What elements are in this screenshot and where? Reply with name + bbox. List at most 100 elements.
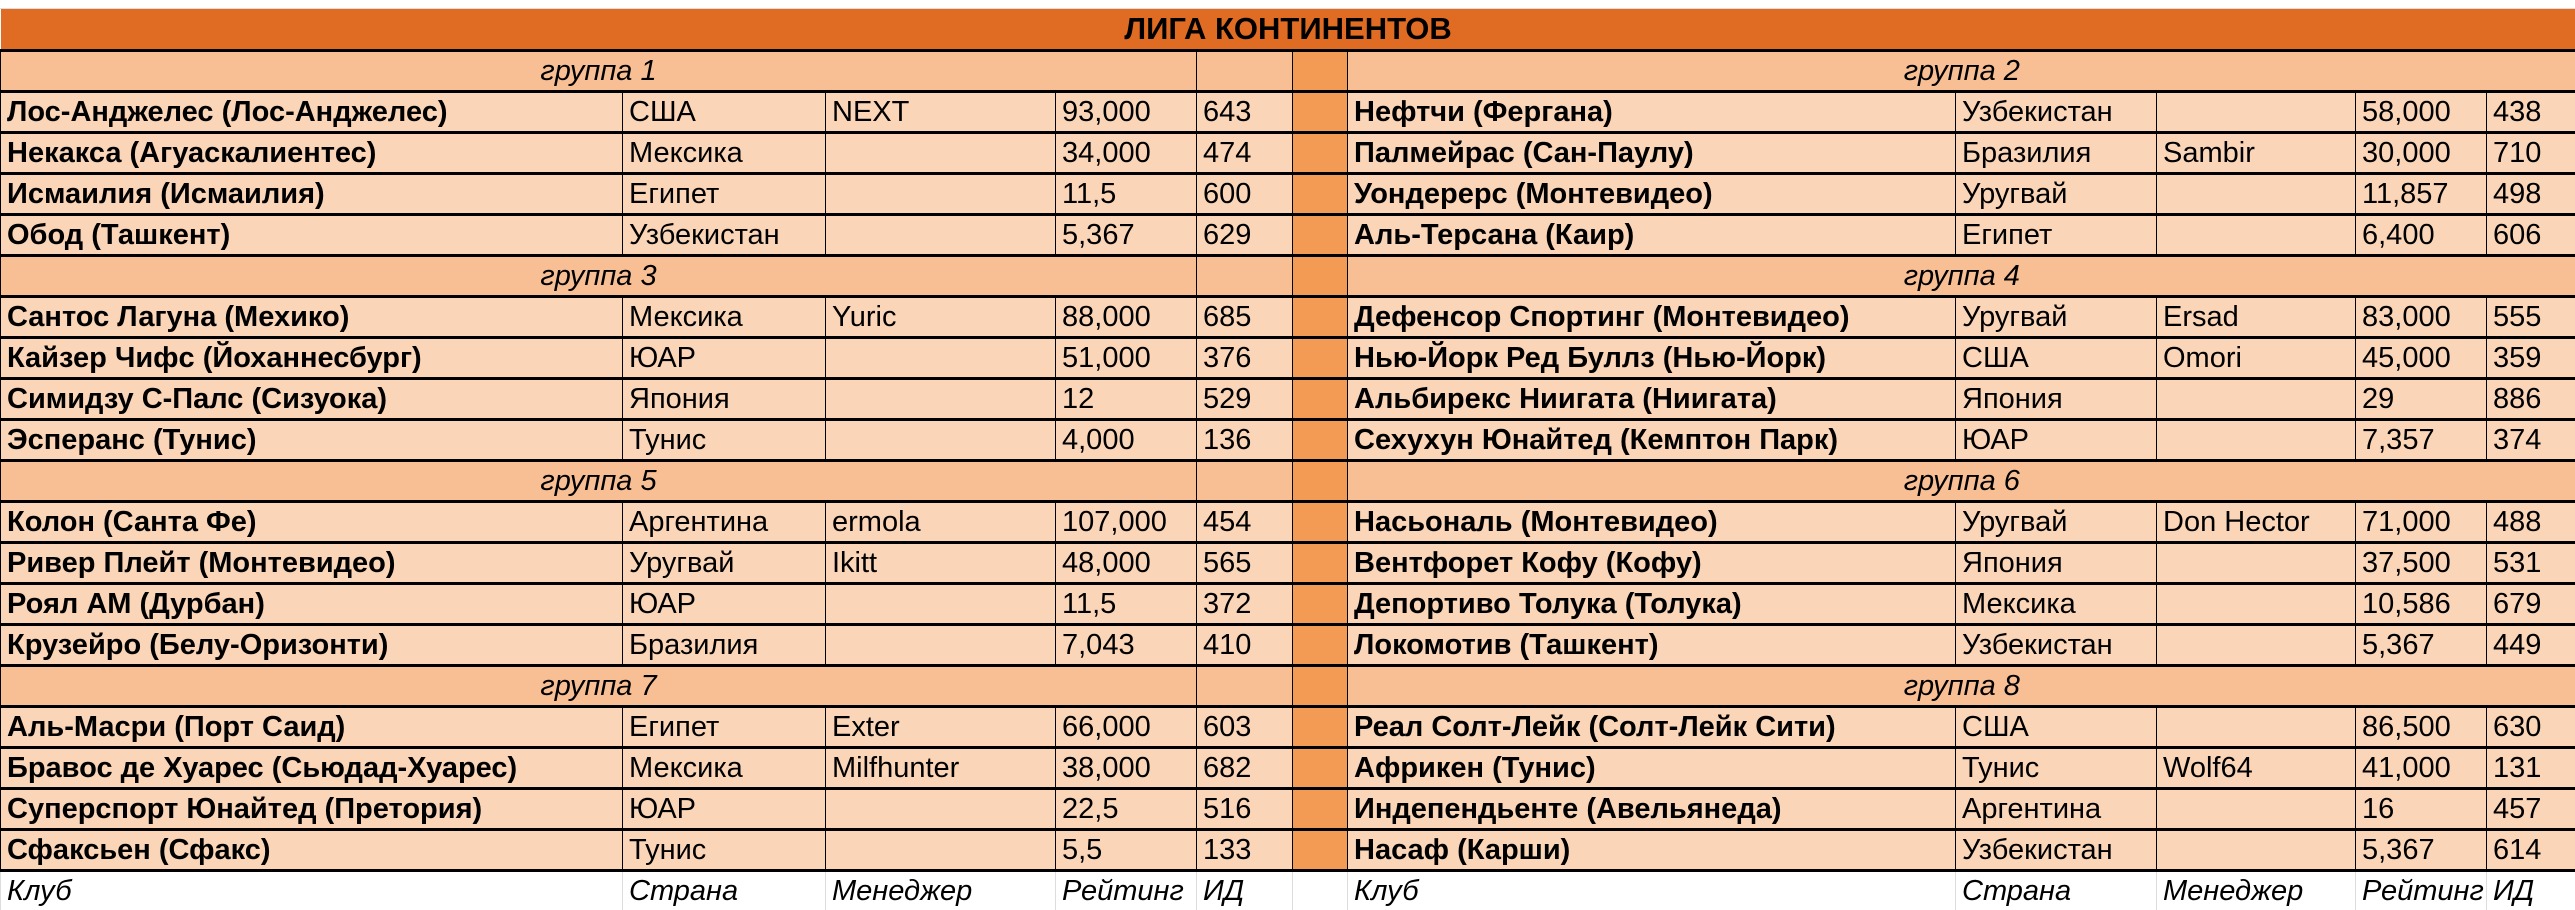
team-country-cell[interactable]: Япония bbox=[1956, 379, 2157, 420]
team-country-cell[interactable]: ЮАР bbox=[623, 584, 826, 625]
team-country-cell[interactable]: Япония bbox=[1956, 543, 2157, 584]
team-country-cell[interactable]: Египет bbox=[1956, 215, 2157, 256]
footer-id-label[interactable]: ИД bbox=[2487, 871, 2575, 910]
spacer-cell[interactable] bbox=[1293, 830, 1348, 871]
team-manager-cell[interactable] bbox=[826, 338, 1056, 379]
team-id-cell[interactable]: 614 bbox=[2487, 830, 2575, 871]
footer-country-label[interactable]: Страна bbox=[1956, 871, 2157, 910]
team-rating-cell[interactable]: 58,000 bbox=[2356, 92, 2487, 133]
team-id-cell[interactable]: 529 bbox=[1197, 379, 1293, 420]
team-id-cell[interactable]: 457 bbox=[2487, 789, 2575, 830]
team-rating-cell[interactable]: 5,5 bbox=[1056, 830, 1197, 871]
team-country-cell[interactable]: Египет bbox=[623, 707, 826, 748]
team-club-cell[interactable]: Крузейро (Белу-Оризонти) bbox=[1, 625, 623, 666]
team-manager-cell[interactable] bbox=[2157, 215, 2356, 256]
team-club-cell[interactable]: Палмейрас (Сан-Паулу) bbox=[1348, 133, 1956, 174]
team-club-cell[interactable]: Реал Солт-Лейк (Солт-Лейк Сити) bbox=[1348, 707, 1956, 748]
spacer-cell[interactable] bbox=[1293, 461, 1348, 502]
team-manager-cell[interactable] bbox=[826, 133, 1056, 174]
team-rating-cell[interactable]: 83,000 bbox=[2356, 297, 2487, 338]
team-id-cell[interactable]: 359 bbox=[2487, 338, 2575, 379]
group-id-cell[interactable] bbox=[1197, 51, 1293, 92]
team-manager-cell[interactable]: Wolf64 bbox=[2157, 748, 2356, 789]
spacer-cell[interactable] bbox=[1293, 133, 1348, 174]
footer-rating-label[interactable]: Рейтинг bbox=[2356, 871, 2487, 910]
team-id-cell[interactable]: 410 bbox=[1197, 625, 1293, 666]
team-club-cell[interactable]: Роял АМ (Дурбан) bbox=[1, 584, 623, 625]
team-rating-cell[interactable]: 45,000 bbox=[2356, 338, 2487, 379]
team-rating-cell[interactable]: 71,000 bbox=[2356, 502, 2487, 543]
team-rating-cell[interactable]: 10,586 bbox=[2356, 584, 2487, 625]
team-id-cell[interactable]: 133 bbox=[1197, 830, 1293, 871]
team-country-cell[interactable]: Аргентина bbox=[623, 502, 826, 543]
footer-country-label[interactable]: Страна bbox=[623, 871, 826, 910]
team-club-cell[interactable]: Сантос Лагуна (Мехико) bbox=[1, 297, 623, 338]
team-rating-cell[interactable]: 5,367 bbox=[1056, 215, 1197, 256]
team-manager-cell[interactable] bbox=[826, 789, 1056, 830]
group-name[interactable]: группа 5 bbox=[1, 461, 1197, 502]
group-name[interactable]: группа 3 bbox=[1, 256, 1197, 297]
footer-club-label[interactable]: Клуб bbox=[1, 871, 623, 910]
team-manager-cell[interactable] bbox=[826, 215, 1056, 256]
team-rating-cell[interactable]: 66,000 bbox=[1056, 707, 1197, 748]
team-id-cell[interactable]: 600 bbox=[1197, 174, 1293, 215]
team-id-cell[interactable]: 374 bbox=[2487, 420, 2575, 461]
team-club-cell[interactable]: Альбирекс Ниигата (Ниигата) bbox=[1348, 379, 1956, 420]
team-country-cell[interactable]: Мексика bbox=[623, 748, 826, 789]
team-manager-cell[interactable] bbox=[2157, 543, 2356, 584]
footer-id-label[interactable]: ИД bbox=[1197, 871, 1293, 910]
team-manager-cell[interactable] bbox=[2157, 174, 2356, 215]
team-rating-cell[interactable]: 29 bbox=[2356, 379, 2487, 420]
team-id-cell[interactable]: 679 bbox=[2487, 584, 2575, 625]
group-name[interactable]: группа 6 bbox=[1348, 461, 2575, 502]
team-manager-cell[interactable]: NEXT bbox=[826, 92, 1056, 133]
team-country-cell[interactable]: США bbox=[1956, 338, 2157, 379]
team-rating-cell[interactable]: 34,000 bbox=[1056, 133, 1197, 174]
team-id-cell[interactable]: 438 bbox=[2487, 92, 2575, 133]
team-rating-cell[interactable]: 7,043 bbox=[1056, 625, 1197, 666]
team-id-cell[interactable]: 603 bbox=[1197, 707, 1293, 748]
team-manager-cell[interactable] bbox=[826, 584, 1056, 625]
team-id-cell[interactable]: 682 bbox=[1197, 748, 1293, 789]
team-rating-cell[interactable]: 12 bbox=[1056, 379, 1197, 420]
team-id-cell[interactable]: 449 bbox=[2487, 625, 2575, 666]
group-name[interactable]: группа 4 bbox=[1348, 256, 2575, 297]
team-manager-cell[interactable]: Sambir bbox=[2157, 133, 2356, 174]
team-id-cell[interactable]: 516 bbox=[1197, 789, 1293, 830]
team-club-cell[interactable]: Сфаксьен (Сфакс) bbox=[1, 830, 623, 871]
team-country-cell[interactable]: Мексика bbox=[1956, 584, 2157, 625]
team-club-cell[interactable]: Нефтчи (Фергана) bbox=[1348, 92, 1956, 133]
team-rating-cell[interactable]: 4,000 bbox=[1056, 420, 1197, 461]
team-country-cell[interactable]: Бразилия bbox=[1956, 133, 2157, 174]
team-club-cell[interactable]: Лос-Анджелес (Лос-Анджелес) bbox=[1, 92, 623, 133]
team-country-cell[interactable]: Тунис bbox=[623, 420, 826, 461]
footer-manager-label[interactable]: Менеджер bbox=[2157, 871, 2356, 910]
spacer-cell[interactable] bbox=[1293, 379, 1348, 420]
team-club-cell[interactable]: Исмаилия (Исмаилия) bbox=[1, 174, 623, 215]
team-manager-cell[interactable]: Ikitt bbox=[826, 543, 1056, 584]
team-club-cell[interactable]: Колон (Санта Фе) bbox=[1, 502, 623, 543]
team-country-cell[interactable]: Япония bbox=[623, 379, 826, 420]
team-rating-cell[interactable]: 93,000 bbox=[1056, 92, 1197, 133]
team-id-cell[interactable]: 565 bbox=[1197, 543, 1293, 584]
team-rating-cell[interactable]: 37,500 bbox=[2356, 543, 2487, 584]
team-manager-cell[interactable]: Yuric bbox=[826, 297, 1056, 338]
spacer-cell[interactable] bbox=[1293, 51, 1348, 92]
group-name[interactable]: группа 8 bbox=[1348, 666, 2575, 707]
team-club-cell[interactable]: Сехухун Юнайтед (Кемптон Парк) bbox=[1348, 420, 1956, 461]
team-rating-cell[interactable]: 7,357 bbox=[2356, 420, 2487, 461]
team-rating-cell[interactable]: 86,500 bbox=[2356, 707, 2487, 748]
team-club-cell[interactable]: Депортиво Толука (Толука) bbox=[1348, 584, 1956, 625]
team-manager-cell[interactable] bbox=[826, 379, 1056, 420]
team-manager-cell[interactable] bbox=[2157, 830, 2356, 871]
team-rating-cell[interactable]: 22,5 bbox=[1056, 789, 1197, 830]
team-rating-cell[interactable]: 16 bbox=[2356, 789, 2487, 830]
team-club-cell[interactable]: Аль-Масри (Порт Саид) bbox=[1, 707, 623, 748]
team-country-cell[interactable]: Уругвай bbox=[1956, 502, 2157, 543]
team-club-cell[interactable]: Уондерерс (Монтевидео) bbox=[1348, 174, 1956, 215]
team-id-cell[interactable]: 131 bbox=[2487, 748, 2575, 789]
footer-rating-label[interactable]: Рейтинг bbox=[1056, 871, 1197, 910]
group-id-cell[interactable] bbox=[1197, 461, 1293, 502]
team-club-cell[interactable]: Индепендьенте (Авельянеда) bbox=[1348, 789, 1956, 830]
team-country-cell[interactable]: Мексика bbox=[623, 133, 826, 174]
